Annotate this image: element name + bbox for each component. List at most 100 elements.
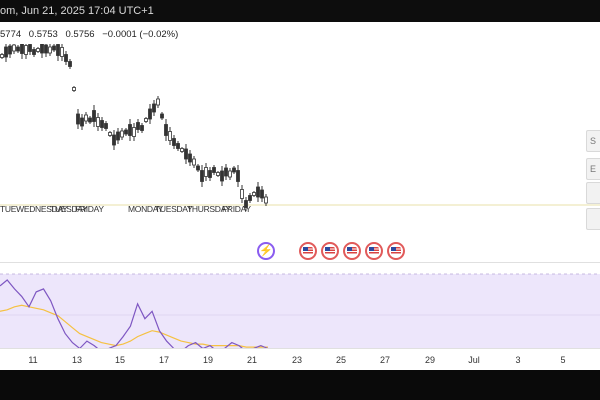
candle-body: [192, 158, 196, 166]
candle-body: [156, 98, 160, 106]
us-flag-icon[interactable]: [321, 242, 339, 260]
candle-body: [184, 148, 188, 160]
x-tick: 21: [246, 355, 258, 365]
candle-body: [144, 118, 148, 122]
x-tick: 17: [158, 355, 170, 365]
candle-body: [128, 124, 132, 136]
candle-body: [12, 44, 16, 52]
us-flag-icon[interactable]: [299, 242, 317, 260]
candle-body: [36, 48, 40, 52]
candle-body: [32, 49, 36, 55]
candle-body: [136, 122, 140, 130]
candle-body: [256, 186, 260, 198]
chart-title: om, Jun 21, 2025 17:04 UTC+1: [0, 5, 154, 17]
candle-body: [160, 113, 164, 119]
candle-body: [260, 189, 264, 199]
candle-body: [264, 196, 268, 204]
x-axis[interactable]: 11 13 15 17 19 21 23 25 27 29 Jul 3 5: [0, 348, 600, 370]
candle-body: [252, 192, 256, 196]
x-tick: Jul: [468, 355, 480, 365]
candle-body: [68, 61, 72, 67]
candle-body: [84, 114, 88, 122]
candle-body: [104, 123, 108, 129]
candle-body: [108, 132, 112, 136]
candle-body: [164, 124, 168, 136]
x-tick: 3: [515, 355, 521, 365]
candle-body: [240, 189, 244, 199]
candle-body: [236, 170, 240, 182]
us-flag-icon[interactable]: [343, 242, 361, 260]
x-tick: 23: [291, 355, 303, 365]
candle-body: [200, 170, 204, 182]
candle-body: [0, 54, 4, 58]
candle-body: [76, 113, 80, 125]
candle-body: [112, 134, 116, 146]
candle-body: [208, 170, 212, 178]
candle-body: [64, 54, 68, 62]
day-label: TUESDAY: [50, 204, 88, 214]
candle-body: [140, 125, 144, 131]
candle-body: [20, 44, 24, 54]
candle-body: [96, 117, 100, 127]
chart-area[interactable]: 5774 0.5753 0.5756 −0.0001 (−0.02%) TUEW…: [0, 22, 600, 370]
candlestick-chart: [0, 44, 600, 211]
candle-body: [52, 45, 56, 51]
candle-body: [204, 167, 208, 177]
candle-body: [88, 117, 92, 123]
candle-body: [176, 143, 180, 149]
candle-body: [132, 127, 136, 137]
candle-body: [40, 44, 44, 54]
candle-body: [124, 129, 128, 135]
candle-body: [248, 195, 252, 201]
x-tick: 25: [335, 355, 347, 365]
candle-body: [92, 110, 96, 122]
us-flag-icon[interactable]: [387, 242, 405, 260]
ohlc-readout: 5774 0.5753 0.5756 −0.0001 (−0.02%): [0, 29, 183, 40]
candle-body: [48, 46, 52, 54]
side-button[interactable]: [586, 182, 600, 204]
candle-body: [28, 44, 32, 52]
ohlc-high: 0.5753: [28, 29, 58, 40]
bottom-bar: [0, 370, 600, 400]
candle-body: [196, 165, 200, 171]
candle-body: [60, 47, 64, 57]
ohlc-open: 5774: [0, 29, 22, 40]
candle-body: [180, 148, 184, 152]
day-label: TUEWEDNESDAY: [0, 204, 68, 214]
top-bar: om, Jun 21, 2025 17:04 UTC+1: [0, 0, 600, 22]
candle-body: [244, 200, 248, 208]
candle-body: [220, 170, 224, 182]
side-button[interactable]: E: [586, 158, 600, 180]
day-label: THURSDAY: [187, 204, 231, 214]
x-tick: 15: [114, 355, 126, 365]
pane-divider[interactable]: [0, 262, 600, 263]
candle-body: [80, 117, 84, 127]
us-flag-icon[interactable]: [365, 242, 383, 260]
rsi-chart: [0, 273, 600, 357]
candle-body: [228, 170, 232, 178]
x-tick: 5: [560, 355, 566, 365]
candle-body: [72, 87, 76, 91]
candle-body: [120, 130, 124, 138]
side-button[interactable]: S: [586, 130, 600, 152]
side-button[interactable]: [586, 208, 600, 230]
day-label: FRIDAY: [75, 204, 104, 214]
candle-body: [172, 138, 176, 146]
price-plot[interactable]: [0, 44, 600, 262]
candle-body: [188, 153, 192, 163]
day-label: MONDAY: [128, 204, 163, 214]
candle-body: [168, 131, 172, 141]
day-label: FRIDAY: [222, 204, 251, 214]
rsi-pane[interactable]: [0, 252, 600, 370]
x-tick: 29: [424, 355, 436, 365]
rsi-ma-line: [0, 304, 268, 348]
candle-body: [100, 120, 104, 128]
x-tick: 19: [202, 355, 214, 365]
candle-body: [24, 45, 28, 55]
candle-body: [56, 44, 60, 56]
candle-body: [116, 131, 120, 141]
ohlc-change: −0.0001 (−0.02%): [102, 29, 179, 40]
candle-body: [212, 167, 216, 173]
lightning-icon[interactable]: ⚡: [257, 242, 275, 260]
x-tick: 13: [71, 355, 83, 365]
